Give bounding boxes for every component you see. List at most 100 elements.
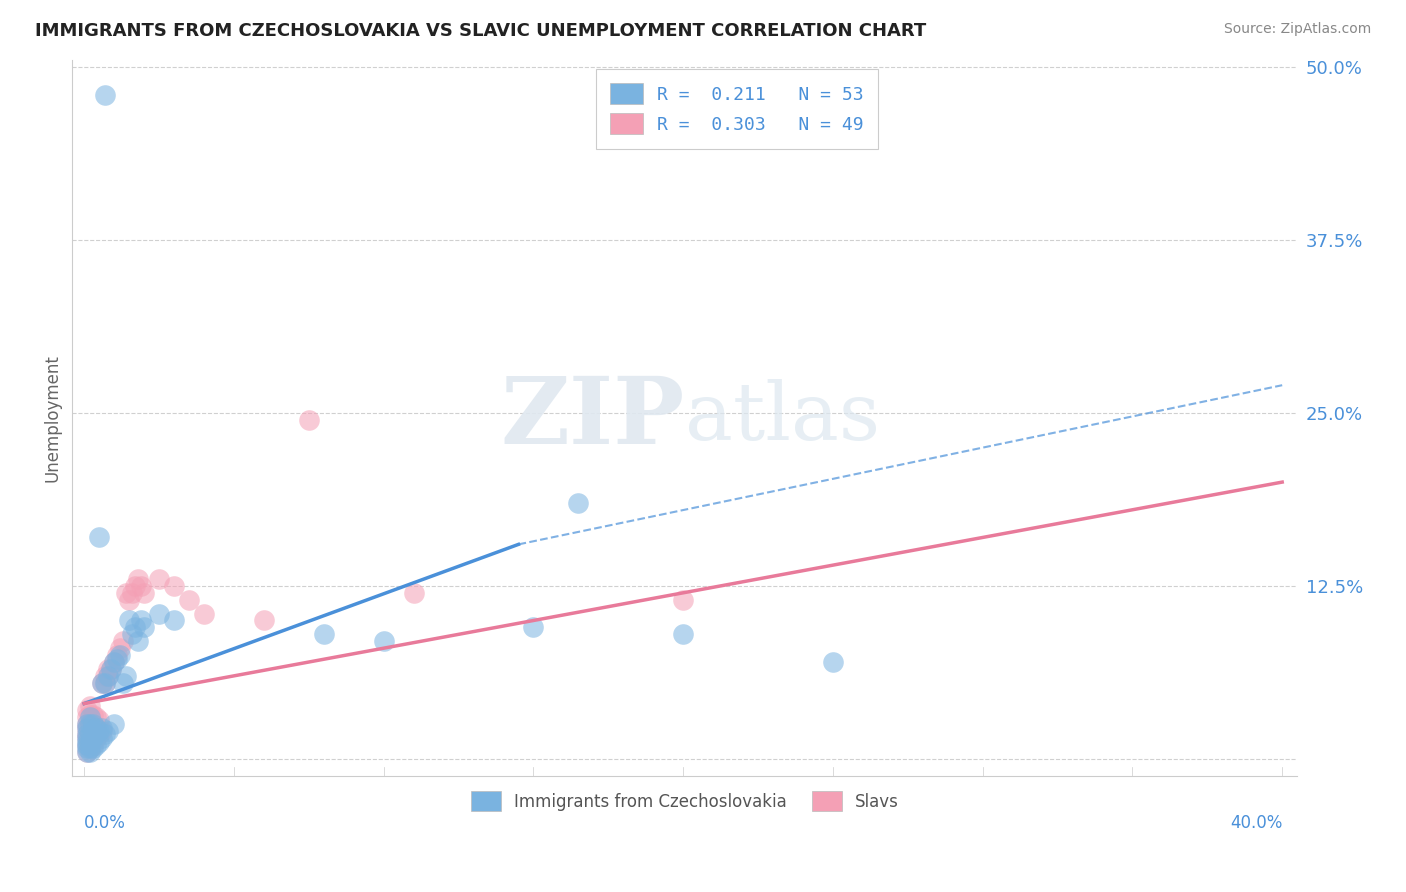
Point [79,740,101,755]
Point [76,738,98,752]
Text: atlas: atlas [685,379,880,457]
Point [82,724,104,739]
Point [94,675,117,690]
Point [103,655,125,669]
Point [94,669,117,683]
Point [82,707,104,722]
Point [82,740,104,755]
Point [76,710,98,724]
Point [129,579,152,593]
Point [522,620,544,634]
Point [100,662,122,676]
Point [76,727,98,741]
Point [89,735,111,749]
Point [127,634,149,648]
Point [108,648,131,662]
Point [115,586,138,600]
Point [76,717,98,731]
Point [76,703,98,717]
Point [79,710,101,724]
Point [112,634,135,648]
Point [100,662,122,676]
Point [89,724,111,739]
Point [91,722,114,736]
Point [103,655,125,669]
Point [103,717,125,731]
Point [163,614,186,628]
Point [124,579,146,593]
Point [89,727,111,741]
Point [132,586,155,600]
Point [105,648,128,662]
Point [89,531,111,545]
Point [94,675,117,690]
Point [84,722,107,736]
Text: 40.0%: 40.0% [1230,814,1282,832]
Point [127,572,149,586]
Point [253,614,276,628]
Text: IMMIGRANTS FROM CZECHOSLOVAKIA VS SLAVIC UNEMPLOYMENT CORRELATION CHART: IMMIGRANTS FROM CZECHOSLOVAKIA VS SLAVIC… [35,22,927,40]
Point [76,745,98,759]
Point [82,717,104,731]
Point [76,731,98,746]
Point [84,710,107,724]
Point [79,717,101,731]
Legend: Immigrants from Czechoslovakia, Slavs: Immigrants from Czechoslovakia, Slavs [464,785,905,817]
Point [148,572,170,586]
Text: Source: ZipAtlas.com: Source: ZipAtlas.com [1223,22,1371,37]
Point [79,735,101,749]
Point [97,669,120,683]
Point [82,738,104,752]
Point [76,745,98,759]
Point [121,627,143,641]
Point [79,707,101,722]
Text: 0.0%: 0.0% [84,814,127,832]
Point [97,724,120,739]
Point [76,717,98,731]
Point [402,586,425,600]
Point [193,607,215,621]
Point [79,699,101,714]
Point [672,592,695,607]
Point [82,731,104,746]
Point [567,496,589,510]
Point [112,675,135,690]
Point [79,717,101,731]
Point [94,87,117,102]
Point [84,727,107,741]
Point [84,738,107,752]
Point [94,727,117,741]
Point [124,620,146,634]
Point [76,722,98,736]
Point [97,662,120,676]
Point [79,740,101,755]
Point [373,634,395,648]
Point [108,641,131,656]
Point [76,731,98,746]
Point [105,652,128,666]
Point [97,669,120,683]
Point [115,669,138,683]
Point [76,740,98,755]
Point [91,724,114,739]
Point [91,731,114,746]
Point [82,727,104,741]
Point [298,413,321,427]
Point [129,614,152,628]
Point [79,735,101,749]
Point [76,738,98,752]
Point [91,675,114,690]
Point [84,731,107,746]
Point [89,713,111,727]
Point [118,614,141,628]
Y-axis label: Unemployment: Unemployment [44,354,60,482]
Point [118,592,141,607]
Point [312,627,335,641]
Point [84,722,107,736]
Point [82,717,104,731]
Point [79,727,101,741]
Point [121,586,143,600]
Point [132,620,155,634]
Point [79,727,101,741]
Point [821,655,844,669]
